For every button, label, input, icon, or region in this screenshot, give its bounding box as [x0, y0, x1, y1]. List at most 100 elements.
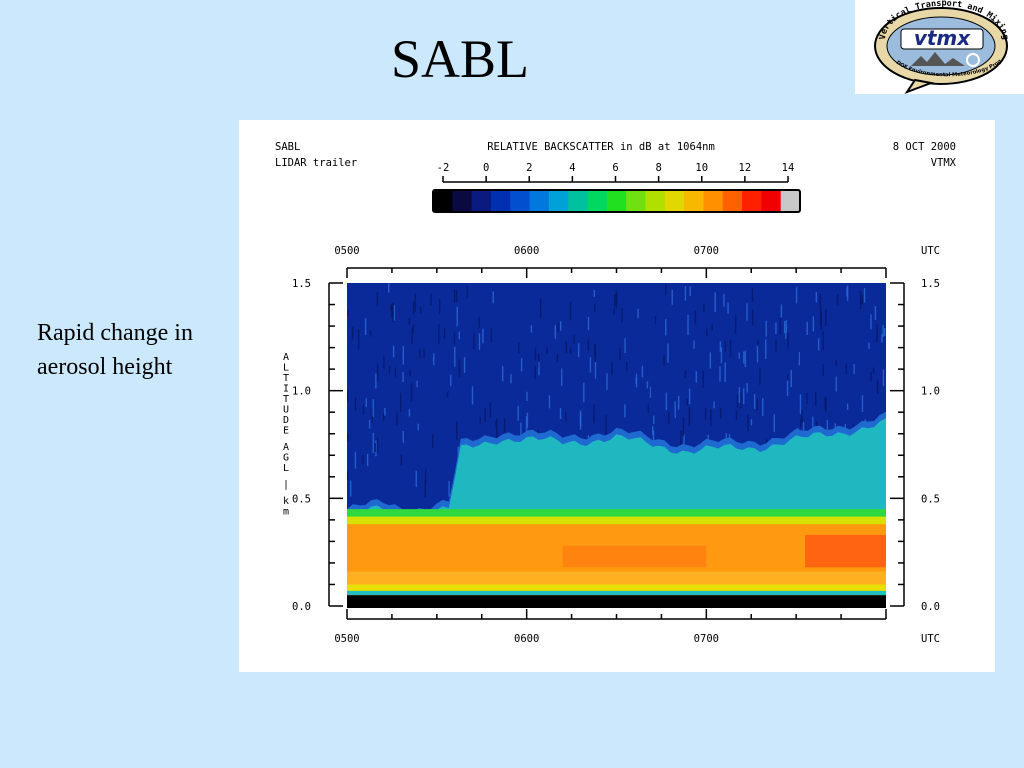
y-axis-label-char: T [283, 394, 289, 405]
colorbar-swatch [548, 190, 569, 212]
heatmap-speckle-mark [799, 394, 802, 414]
heatmap-speckle-mark [703, 303, 705, 313]
heatmap-speckle-mark [396, 412, 398, 426]
colorbar-swatch [780, 190, 801, 212]
colorbar-swatch [684, 190, 704, 212]
heatmap-speckle-mark [786, 374, 789, 381]
heatmap-speckle-mark [720, 347, 723, 364]
heatmap-speckle-mark [686, 399, 689, 406]
heatmap-speckle-mark [489, 402, 492, 418]
heatmap-speckle-mark [674, 401, 676, 419]
heatmap-speckle-mark [376, 363, 379, 382]
heatmap-speckle-mark [706, 328, 708, 337]
heatmap-speckle-mark [534, 366, 536, 380]
colorbar-swatch [626, 190, 646, 212]
heatmap-speckle-mark [366, 453, 369, 467]
heatmap-speckle-mark [369, 330, 372, 337]
heatmap-speckle-mark [802, 422, 805, 432]
heatmap-speckle-mark [388, 366, 391, 374]
heatmap-speckle-mark [689, 286, 691, 297]
heatmap-speckle-mark [424, 480, 426, 498]
y-axis-label-char: | [283, 480, 289, 491]
heatmap-speckle-mark [402, 345, 405, 365]
heatmap-speckle-mark [881, 334, 883, 343]
heatmap-speckle-mark [349, 480, 352, 497]
colorbar-tick-label: 0 [483, 162, 489, 174]
heatmap-speckle-mark [653, 415, 655, 425]
heatmap-speckle-mark [466, 286, 468, 298]
heatmap-speckle-mark [408, 409, 411, 417]
heatmap-speckle-mark [812, 416, 814, 427]
heatmap-speckle-mark [704, 407, 707, 420]
heatmap-speckle-mark [411, 328, 413, 344]
heatmap-speckle-mark [402, 371, 404, 382]
heatmap-speckle-mark [625, 361, 628, 371]
heatmap-speckle-mark [375, 373, 377, 389]
heatmap-speckle-mark [391, 303, 393, 318]
heatmap-speckle-mark [579, 410, 582, 430]
header-right-line-2: VTMX [931, 157, 957, 169]
heatmap-speckle-mark [738, 387, 741, 404]
heatmap-speckle-mark [430, 293, 432, 306]
heatmap-speckle-mark [619, 348, 621, 360]
heatmap-speckle-mark [756, 345, 759, 363]
heatmap-speckle-mark [883, 328, 886, 337]
heatmap-speckle-mark [560, 368, 563, 386]
x-tick-label-top: 0700 [694, 245, 719, 257]
heatmap-speckle-mark [654, 316, 657, 324]
heatmap-speckle-mark [587, 339, 590, 352]
heatmap-speckle-mark [765, 339, 767, 359]
heatmap-speckle-mark [534, 347, 537, 361]
heatmap-speckle-mark [775, 322, 777, 335]
heatmap-speckle-mark [482, 328, 484, 344]
heatmap-speckle-mark [870, 314, 872, 330]
y-axis-label-char: E [283, 426, 289, 437]
heatmap-speckle-mark [501, 365, 504, 382]
heatmap-speckle-mark [667, 343, 669, 363]
heatmap-speckle-mark [724, 341, 727, 352]
heatmap-speckle-mark [702, 370, 704, 388]
x-tick-label-bottom: 0600 [514, 633, 539, 645]
heatmap-speckle-mark [688, 388, 691, 405]
y-axis-label-char: L [283, 463, 289, 474]
heatmap-speckle-mark [668, 411, 670, 424]
y-axis-label-char: k [283, 496, 289, 507]
heatmap-speckle-mark [868, 342, 870, 349]
heatmap-speckle-mark [520, 358, 523, 372]
heatmap-speckle-mark [861, 395, 864, 412]
heatmap-speckle-mark [725, 433, 728, 441]
y-tick-label-right: 0.5 [921, 493, 940, 505]
heatmap-speckle-mark [713, 401, 715, 409]
heatmap-speckle-mark [446, 391, 449, 398]
heatmap-speckle-mark [677, 395, 680, 410]
x-tick-label-top: 0600 [514, 245, 539, 257]
heatmap-speckle-mark [577, 343, 580, 358]
vtmx-logo-icon: Vertical Transport and Mixing vtmx U.S. … [855, 0, 1024, 94]
header-right-line-1: 8 OCT 2000 [893, 141, 956, 153]
heatmap-speckle-mark [453, 289, 456, 303]
heatmap-speckle-mark [539, 299, 542, 318]
colorbar-swatch [587, 190, 608, 212]
heatmap-speckle-mark [456, 430, 458, 441]
heatmap-speckle-mark [457, 446, 459, 459]
heatmap-speckle-mark [724, 362, 726, 382]
heatmap-speckle-mark [773, 414, 776, 432]
y-axis-label-char: D [283, 415, 289, 426]
heatmap-speckle-mark [882, 325, 884, 338]
heatmap-speckle-mark [876, 380, 879, 394]
colorbar-swatch [703, 190, 724, 212]
heatmap-speckle-mark [410, 383, 413, 402]
y-axis-label-char: I [283, 384, 289, 395]
heatmap-speckle-mark [822, 364, 824, 377]
heatmap-speckle-mark [458, 359, 461, 378]
side-note-line-2: aerosol height [37, 354, 173, 380]
heatmap-speckle-mark [392, 302, 394, 322]
heatmap-speckle-mark [665, 392, 668, 411]
y-tick-label-right: 0.0 [921, 601, 940, 613]
heatmap-speckle-mark [478, 316, 480, 328]
heatmap-speckle-mark [448, 481, 450, 497]
heatmap-speckle-mark [362, 454, 364, 465]
header-left-line-1: SABL [275, 141, 300, 153]
x-tick-label-bottom: 0700 [694, 633, 719, 645]
heatmap-speckle-mark [611, 362, 613, 376]
